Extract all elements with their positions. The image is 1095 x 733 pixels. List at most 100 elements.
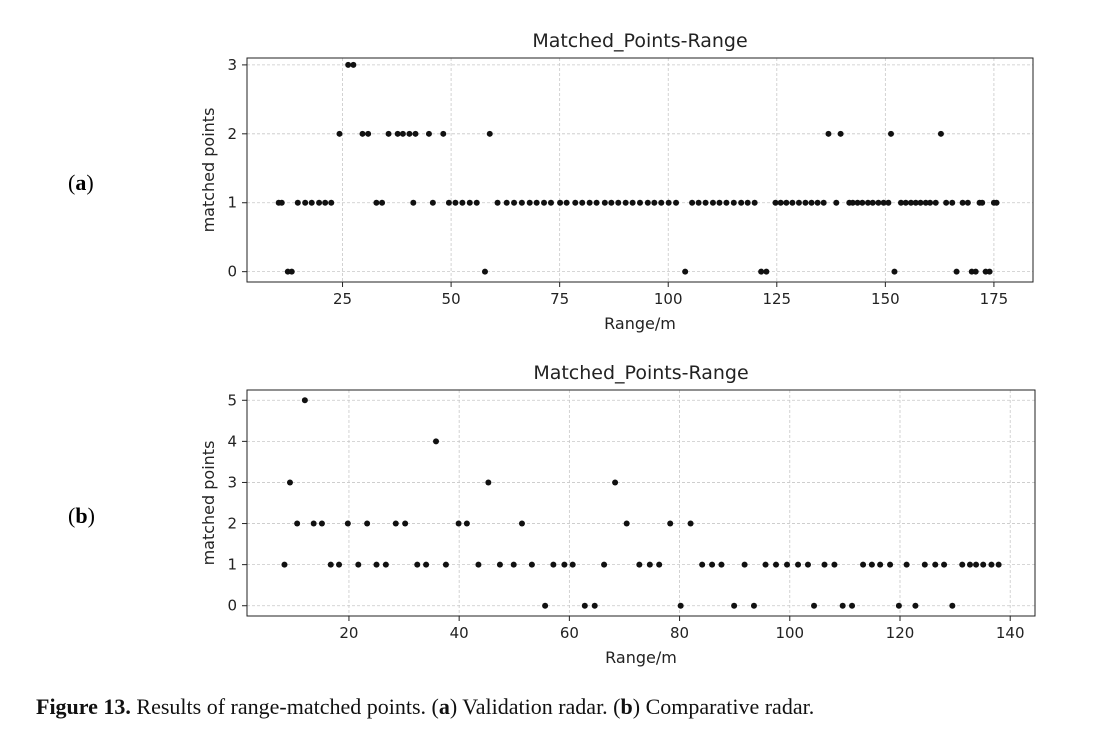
data-point [949,199,956,206]
data-point [402,520,409,527]
data-point [629,199,636,206]
data-point [394,130,401,137]
data-point [922,199,929,206]
figure-canvas: 25 50 75 100 125 150 1750123Matched_Points-Ran… [199,30,1036,667]
data-point [429,199,436,206]
data-point [988,561,995,568]
data-point [677,602,684,609]
data-point [350,61,357,68]
data-point [814,199,821,206]
data-point [485,479,492,486]
data-point [723,199,730,206]
data-point [365,130,372,137]
caption-text-b: ) Comparative radar. [632,694,815,719]
data-point [399,130,406,137]
data-point [533,199,540,206]
x-tick-label: 140 [996,624,1025,642]
data-point [473,199,480,206]
data-point [345,61,352,68]
data-point [763,268,770,275]
data-point [496,561,503,568]
caption-letter-b: b [620,694,633,719]
data-point [932,199,939,206]
data-point [406,130,413,137]
data-point [897,199,904,206]
data-point [811,602,818,609]
y-tick-label: 2 [227,515,237,533]
x-tick-label: 50 [442,290,461,308]
data-point [510,561,517,568]
data-point [730,199,737,206]
data-point [887,130,894,137]
data-point [586,199,593,206]
data-point [511,199,518,206]
caption-text-a: ) Validation radar. ( [449,694,621,719]
data-point [738,199,745,206]
data-point [455,520,462,527]
data-point [837,130,844,137]
data-point [612,479,619,486]
data-point [615,199,622,206]
panel-label-a: (a) [68,170,94,195]
data-point [601,561,608,568]
data-point [673,199,680,206]
data-point [773,561,780,568]
panel-letter-a: a [75,170,87,195]
data-point [804,561,811,568]
data-point [937,130,944,137]
data-point [410,199,417,206]
data-point [795,199,802,206]
x-tick-label: 25 [333,290,352,308]
data-point [849,602,856,609]
x-tick-label: 80 [670,624,689,642]
data-point [336,130,343,137]
data-point [637,199,643,206]
data-point [322,199,329,206]
data-point [579,199,586,206]
y-tick-label: 0 [227,597,237,615]
data-point [821,561,828,568]
plot-frame [246,389,1036,617]
data-point [709,199,716,206]
data-point [288,268,295,275]
data-point [526,199,533,206]
data-point [364,520,371,527]
data-point [885,199,892,206]
data-point [440,130,447,137]
data-point [466,199,473,206]
data-point [772,199,779,206]
data-point [601,199,608,206]
data-point [550,561,557,568]
data-point [741,561,748,568]
data-point [294,520,301,527]
data-point [310,520,317,527]
data-point [959,561,966,568]
data-point [709,561,716,568]
data-point [912,602,919,609]
x-tick-label: 40 [450,624,469,642]
x-tick-label: 150 [871,290,900,308]
data-point [494,199,501,206]
data-point [695,199,702,206]
data-point [667,520,674,527]
data-point [569,561,576,568]
data-point [902,199,909,206]
data-point [949,602,956,609]
data-point [880,199,887,206]
data-point [859,199,866,206]
data-point [891,268,898,275]
data-point [907,199,914,206]
data-point [318,520,325,527]
data-point [869,199,876,206]
data-point [875,199,882,206]
data-point [541,199,548,206]
data-point [751,199,758,206]
data-point [392,520,399,527]
data-point [278,199,285,206]
data-point [547,199,554,206]
data-point [973,561,980,568]
y-tick-label: 4 [227,432,237,450]
data-point [808,199,815,206]
caption-text: Results of range-matched points. ( [130,694,439,719]
data-point [777,199,784,206]
